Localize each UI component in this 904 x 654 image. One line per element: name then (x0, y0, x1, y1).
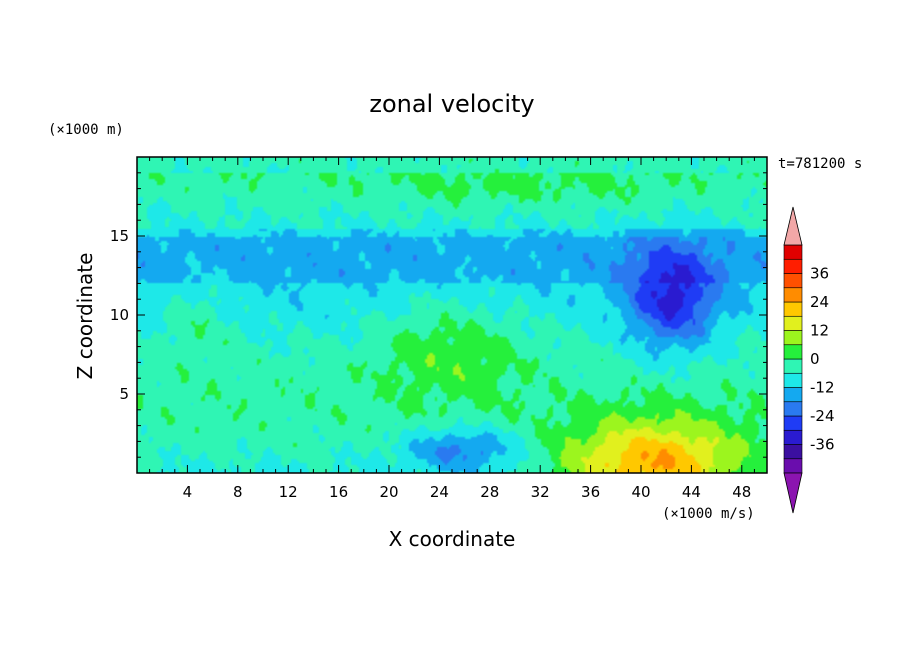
colorbar-swatch (783, 315, 803, 331)
x-tick-label: 4 (183, 483, 193, 501)
colorbar-swatch (783, 330, 803, 346)
x-tick-label: 32 (531, 483, 550, 501)
colorbar-swatch (783, 358, 803, 374)
colorbar-swatch (783, 387, 803, 403)
x-tick-label: 20 (379, 483, 398, 501)
x-tick-label: 16 (329, 483, 348, 501)
x-axis-label: X coordinate (389, 527, 516, 551)
colorbar-swatch (783, 344, 803, 360)
colorbar-over-triangle (783, 206, 803, 246)
colorbar-tick-label: 36 (810, 265, 829, 283)
colorbar-swatch (783, 429, 803, 445)
colorbar: 36 24 12 0 -12 -24 -36 (783, 206, 835, 514)
colorbar-swatch (783, 287, 803, 303)
x-tick-label: 24 (430, 483, 449, 501)
colorbar-tick-label: -36 (810, 436, 835, 454)
chart-title: zonal velocity (369, 90, 534, 118)
y-ticks: 5 10 15 (110, 172, 767, 458)
x-tick-label: 36 (581, 483, 600, 501)
colorbar-swatch (783, 258, 803, 274)
colorbar-swatch (783, 401, 803, 417)
y-tick-label: 15 (110, 227, 129, 245)
x-tick-label: 28 (480, 483, 499, 501)
x-units-label: (×1000 m/s) (662, 506, 755, 522)
colorbar-tick-label: 12 (810, 322, 829, 340)
x-tick-label: 40 (631, 483, 650, 501)
colorbar-tick-label: -12 (810, 379, 835, 397)
x-tick-label: 44 (682, 483, 701, 501)
colorbar-tick-label: 24 (810, 293, 829, 311)
colorbar-swatch (783, 301, 803, 317)
colorbar-tick-label: -24 (810, 407, 835, 425)
time-label: t=781200 s (778, 156, 862, 172)
colorbar-tick-label: 0 (810, 350, 820, 368)
colorbar-swatch (783, 372, 803, 388)
y-tick-label: 10 (110, 306, 129, 324)
x-ticks: 4 8 12 16 20 24 28 32 36 40 44 48 (149, 157, 755, 501)
colorbar-swatch (783, 244, 803, 260)
x-tick-label: 12 (279, 483, 298, 501)
y-axis-label: Z coordinate (73, 253, 97, 380)
colorbar-swatch (783, 444, 803, 460)
y-tick-label: 5 (119, 385, 129, 403)
y-units-label: (×1000 m) (48, 122, 124, 138)
colorbar-swatch (783, 458, 803, 474)
x-tick-label: 48 (732, 483, 751, 501)
velocity-field-image (137, 157, 767, 473)
colorbar-under-triangle (783, 472, 803, 514)
colorbar-swatch (783, 273, 803, 289)
x-tick-label: 8 (233, 483, 243, 501)
colorbar-swatch (783, 415, 803, 431)
